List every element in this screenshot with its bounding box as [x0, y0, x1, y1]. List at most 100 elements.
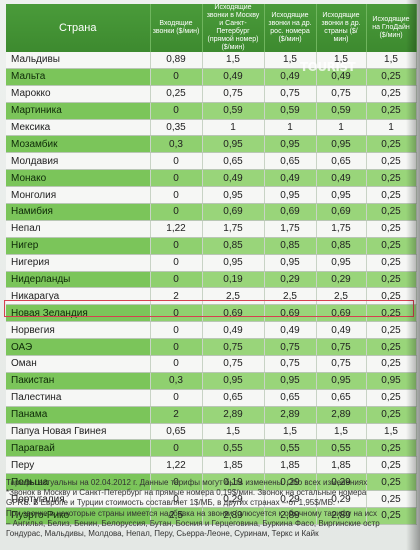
rate-cell: 0,49	[316, 169, 367, 188]
rate-cell: 0,95	[202, 186, 265, 205]
rate-cell: 0,25	[366, 271, 417, 289]
rate-cell: 0	[150, 237, 203, 255]
table-row: Новая Зеландия 0 0,69 0,69 0,69 0,25	[6, 304, 417, 323]
rate-cell: 0,89	[150, 52, 203, 69]
country-cell: Мальта	[6, 68, 151, 86]
rate-cell: 0	[150, 271, 203, 289]
rate-cell: 0,29	[264, 490, 317, 509]
rate-cell: 0,25	[366, 203, 417, 221]
rate-cell: 1,85	[316, 456, 367, 475]
rate-cell: 0,65	[202, 389, 265, 407]
rate-cell: 1,5	[366, 423, 417, 441]
table-row: Намибия 0 0,69 0,69 0,69 0,25	[6, 203, 417, 221]
rate-cell: 0	[150, 102, 203, 120]
footnote-line: Тарифы актуальны на 02.04.2012 г. Данные…	[6, 478, 368, 487]
rate-cell: 0,25	[366, 355, 417, 373]
header-country: Страна	[6, 4, 151, 52]
table-row: Нигер 0 0,85 0,85 0,85 0,25	[6, 237, 417, 255]
footnotes: Тарифы актуальны на 02.04.2012 г. Данные…	[6, 478, 410, 539]
rate-cell: 0,69	[202, 203, 265, 221]
rate-cell: 0,25	[366, 507, 417, 525]
table-row: Папуа Новая Гвинея 0,65 1,5 1,5 1,5 1,5	[6, 423, 417, 441]
rate-cell: 0,65	[264, 389, 317, 407]
rate-cell: 0,95	[316, 135, 367, 154]
rate-cell: 1,5	[316, 52, 367, 69]
rate-cell: 0,95	[316, 186, 367, 205]
table-row: Панама 2 2,89 2,89 2,89 0,25	[6, 406, 417, 424]
table-row: Нидерланды 0 0,19 0,29 0,29 0,25	[6, 271, 417, 289]
country-cell: Намибия	[6, 203, 151, 221]
rate-cell: 0,85	[316, 237, 367, 255]
table-row: Мальдивы 0,89 1,5 1,5 1,5 1,5	[6, 52, 417, 69]
footnote-line: *Звонок в Москву и Санкт-Петербург на пр…	[6, 488, 367, 498]
rate-cell: 0,49	[316, 321, 367, 340]
rate-cell: 0,75	[202, 355, 265, 373]
rate-cell: 1,5	[264, 52, 317, 69]
rate-cell: 0	[150, 473, 203, 492]
rate-cell: 0	[150, 304, 203, 323]
rate-cell: 0	[150, 169, 203, 188]
country-cell: Панама	[6, 406, 151, 424]
rate-cell: 1,5	[366, 52, 417, 69]
table-row: Пакистан 0,3 0,95 0,95 0,95 0,95	[6, 372, 417, 390]
rate-cell: 0,95	[316, 372, 367, 390]
country-cell: Польша	[6, 473, 151, 492]
rate-cell: 2,89	[202, 406, 265, 424]
header-col4: Исходящие звонки в др. страны ($/мин)	[316, 4, 367, 52]
rate-cell: 0,95	[202, 372, 265, 390]
rate-cell: 0,49	[202, 68, 265, 86]
country-cell: Палестина	[6, 389, 151, 407]
rate-cell: 0,55	[264, 439, 317, 458]
rate-cell: 0,95	[264, 372, 317, 390]
rate-cell: 2,89	[264, 507, 317, 525]
country-cell: Парагвай	[6, 439, 151, 458]
rate-cell: 0,29	[264, 473, 317, 492]
rate-cell: 2,5	[316, 287, 367, 306]
rate-cell: 0,75	[202, 85, 265, 103]
rate-cell: 0,25	[366, 456, 417, 475]
rate-cell: 0,59	[264, 102, 317, 120]
country-cell: Папуа Новая Гвинея	[6, 423, 151, 441]
rate-cell: 0,75	[316, 355, 367, 373]
rate-cell: 1	[202, 119, 265, 137]
rate-cell: 0,55	[202, 439, 265, 458]
table-row: Монголия 0 0,95 0,95 0,95 0,25	[6, 186, 417, 205]
footnote-line: – Ангилья, Белиз, Бенин, Белоруссия, Бут…	[6, 518, 380, 528]
rate-cell: 0	[150, 186, 203, 205]
rate-cell: 0,25	[366, 389, 417, 407]
rate-cell: 0,49	[316, 68, 367, 86]
table-row: Монако 0 0,49 0,49 0,49 0,25	[6, 169, 417, 188]
rate-cell: 0,55	[316, 439, 367, 458]
rate-cell: 0,29	[316, 271, 367, 289]
country-cell: Португалия	[6, 490, 151, 509]
country-cell: Пуэрто-Рико	[6, 507, 151, 525]
country-cell: Нигер	[6, 237, 151, 255]
rate-cell: 0	[150, 490, 203, 509]
table-row: Никарагуа 2 2,5 2,5 2,5 0,25	[6, 287, 417, 306]
rate-cell: 0,75	[264, 338, 317, 357]
country-cell: Монголия	[6, 186, 151, 205]
rate-cell: 2,89	[264, 406, 317, 424]
rate-cell: 0,25	[366, 490, 417, 509]
country-cell: Непал	[6, 220, 151, 238]
rate-cell: 0,69	[202, 304, 265, 323]
rate-cell: 0,25	[366, 68, 417, 86]
country-cell: Нигерия	[6, 254, 151, 272]
rate-cell: 0,25	[366, 406, 417, 424]
rate-cell: 0,95	[316, 254, 367, 272]
rate-cell: 0,65	[150, 423, 203, 441]
header-col5: Исходящие на ГлоДайн ($/мин)	[366, 4, 417, 52]
rate-cell: 0,95	[264, 135, 317, 154]
rate-cell: 0,95	[202, 254, 265, 272]
country-cell: Монако	[6, 169, 151, 188]
table-row: Непал 1,22 1,75 1,75 1,75 0,25	[6, 220, 417, 238]
table-row: Норвегия 0 0,49 0,49 0,49 0,25	[6, 321, 417, 340]
rate-cell: 1,75	[316, 220, 367, 238]
footnote-line: При звонке в некоторые страны имеется на…	[6, 508, 378, 518]
rate-cell: 1,75	[202, 220, 265, 238]
rate-cell: 0,75	[264, 85, 317, 103]
rate-cell: 0,25	[366, 304, 417, 323]
rate-cell: 1	[366, 119, 417, 137]
table-row: Португалия 0 0,29 0,29 0,29 0,25	[6, 490, 417, 509]
rate-cell: 0	[150, 254, 203, 272]
